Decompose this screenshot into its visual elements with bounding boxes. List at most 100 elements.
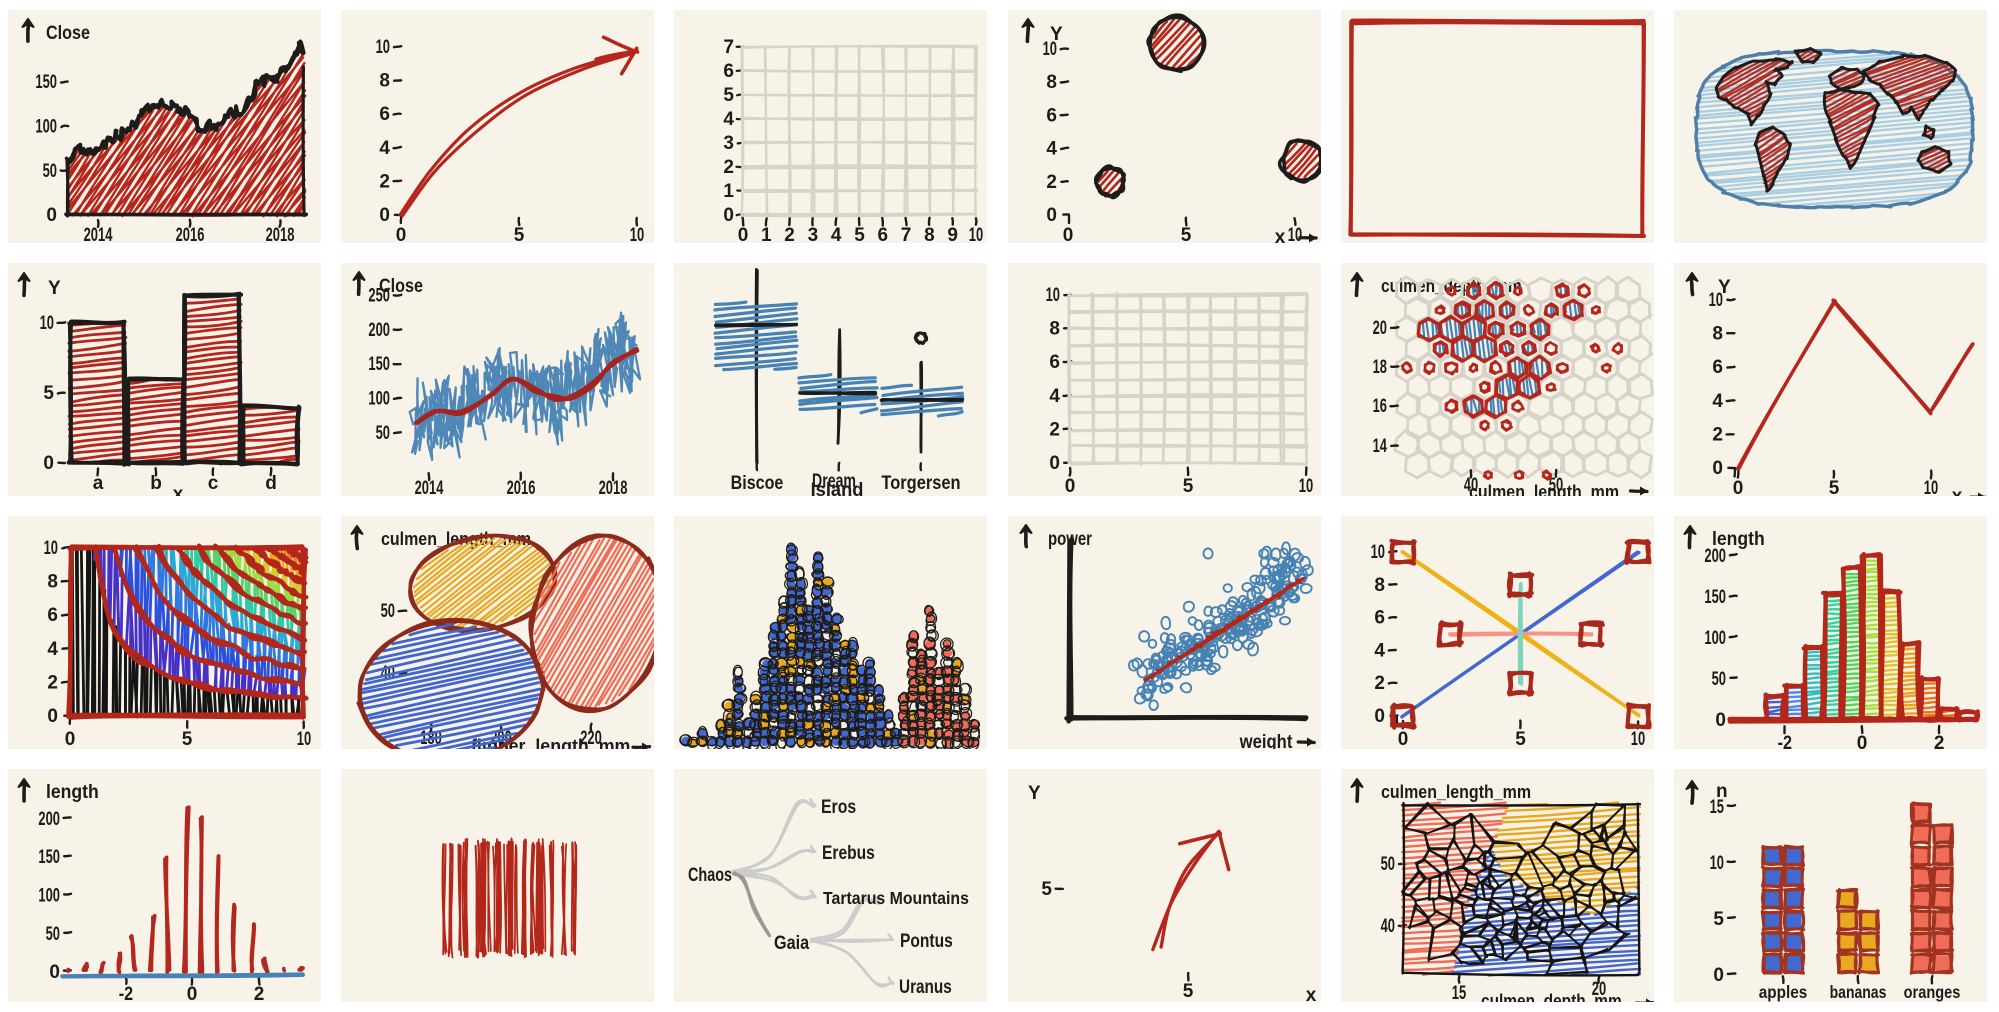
svg-text:14: 14 <box>1372 436 1387 457</box>
svg-text:50: 50 <box>43 161 57 182</box>
svg-text:10: 10 <box>44 538 58 559</box>
svg-text:5: 5 <box>1041 879 1052 900</box>
svg-text:5: 5 <box>1713 909 1724 930</box>
svg-text:6: 6 <box>1374 608 1385 629</box>
svg-text:10: 10 <box>40 313 54 334</box>
svg-text:2016: 2016 <box>176 225 205 243</box>
svg-text:10: 10 <box>630 225 644 243</box>
svg-text:-2: -2 <box>1777 733 1791 749</box>
svg-text:10: 10 <box>1708 290 1722 311</box>
svg-text:0: 0 <box>46 205 57 226</box>
svg-text:1: 1 <box>761 225 772 243</box>
svg-text:x: x <box>1952 486 1963 496</box>
svg-text:20: 20 <box>1372 318 1386 339</box>
svg-text:d: d <box>265 473 277 494</box>
svg-text:0: 0 <box>1397 729 1408 749</box>
svg-text:2014: 2014 <box>84 225 113 243</box>
svg-text:0: 0 <box>49 962 60 983</box>
svg-text:6: 6 <box>724 61 735 82</box>
svg-text:6: 6 <box>380 104 391 125</box>
svg-text:6: 6 <box>1712 357 1723 378</box>
svg-text:10: 10 <box>376 37 390 58</box>
svg-text:50: 50 <box>1548 475 1562 496</box>
svg-text:b: b <box>150 473 162 494</box>
svg-text:0: 0 <box>1046 205 1057 226</box>
svg-text:0: 0 <box>1733 478 1744 496</box>
svg-text:0: 0 <box>1712 458 1723 479</box>
svg-text:0: 0 <box>724 205 735 226</box>
svg-text:2: 2 <box>785 225 796 243</box>
svg-text:5: 5 <box>1515 729 1526 749</box>
svg-text:0: 0 <box>1857 733 1868 749</box>
svg-text:x: x <box>1305 985 1316 1002</box>
svg-text:0: 0 <box>47 706 58 727</box>
svg-text:10: 10 <box>1287 225 1301 243</box>
svg-text:2018: 2018 <box>266 225 295 243</box>
svg-text:1: 1 <box>724 181 735 202</box>
svg-text:0: 0 <box>1049 453 1060 474</box>
svg-text:5: 5 <box>1829 478 1840 496</box>
svg-text:x: x <box>1274 227 1285 243</box>
svg-text:Chaos: Chaos <box>688 865 732 886</box>
svg-text:Pontus: Pontus <box>900 931 953 952</box>
svg-text:5: 5 <box>182 729 193 749</box>
svg-text:0: 0 <box>1064 476 1075 496</box>
svg-text:7: 7 <box>901 225 912 243</box>
svg-text:5: 5 <box>1182 476 1193 496</box>
svg-text:16: 16 <box>1372 396 1386 417</box>
svg-text:8: 8 <box>924 225 935 243</box>
svg-text:6: 6 <box>878 225 889 243</box>
svg-text:x: x <box>173 484 184 496</box>
svg-text:15: 15 <box>1451 983 1466 1002</box>
svg-text:2018: 2018 <box>599 478 628 496</box>
svg-text:4: 4 <box>724 109 735 130</box>
svg-text:15: 15 <box>1709 797 1724 818</box>
svg-text:10: 10 <box>1630 729 1644 749</box>
svg-text:Biscoe: Biscoe <box>731 473 784 494</box>
svg-text:4: 4 <box>380 138 391 159</box>
svg-text:2: 2 <box>254 984 265 1002</box>
svg-text:2: 2 <box>1374 673 1385 694</box>
svg-text:2: 2 <box>1049 419 1060 440</box>
svg-text:10: 10 <box>1924 478 1938 496</box>
svg-text:3: 3 <box>724 133 735 154</box>
svg-text:culmen_length_mm: culmen_length_mm <box>1381 782 1531 802</box>
svg-text:0: 0 <box>1374 706 1385 727</box>
svg-text:10: 10 <box>1298 476 1312 496</box>
svg-text:culmen_depth_mm: culmen_depth_mm <box>1481 991 1622 1002</box>
svg-text:culmen_length_mm: culmen_length_mm <box>1469 482 1619 496</box>
svg-text:8: 8 <box>1049 319 1060 340</box>
svg-text:Dream: Dream <box>812 471 856 492</box>
svg-text:200: 200 <box>369 320 391 341</box>
svg-text:150: 150 <box>35 72 57 93</box>
svg-text:50: 50 <box>381 601 395 622</box>
svg-text:Tartarus Mountains: Tartarus Mountains <box>823 888 969 908</box>
svg-text:0: 0 <box>43 453 54 474</box>
svg-text:2016: 2016 <box>507 478 536 496</box>
svg-text:40: 40 <box>1380 916 1394 937</box>
svg-text:150: 150 <box>1704 587 1726 608</box>
svg-text:8: 8 <box>1374 575 1385 596</box>
svg-text:0: 0 <box>738 225 749 243</box>
svg-text:2: 2 <box>1712 424 1723 445</box>
svg-text:Close: Close <box>379 276 423 297</box>
svg-text:6: 6 <box>1046 105 1057 126</box>
svg-text:weight: weight <box>1238 732 1292 749</box>
svg-text:6: 6 <box>1049 352 1060 373</box>
svg-text:5: 5 <box>1182 981 1193 1002</box>
svg-text:0: 0 <box>1713 965 1724 986</box>
svg-text:8: 8 <box>1712 324 1723 345</box>
svg-text:10: 10 <box>297 729 311 749</box>
svg-text:3: 3 <box>808 225 819 243</box>
svg-text:8: 8 <box>380 71 391 92</box>
svg-text:100: 100 <box>38 886 60 907</box>
svg-text:bananas: bananas <box>1829 982 1886 1002</box>
svg-text:18: 18 <box>1372 357 1386 378</box>
svg-text:2: 2 <box>1934 733 1945 749</box>
svg-text:6: 6 <box>47 605 58 626</box>
svg-text:c: c <box>208 473 219 494</box>
svg-text:-2: -2 <box>119 984 133 1002</box>
svg-text:Eros: Eros <box>821 797 856 818</box>
svg-text:10: 10 <box>1709 853 1723 874</box>
svg-text:100: 100 <box>1704 628 1726 649</box>
